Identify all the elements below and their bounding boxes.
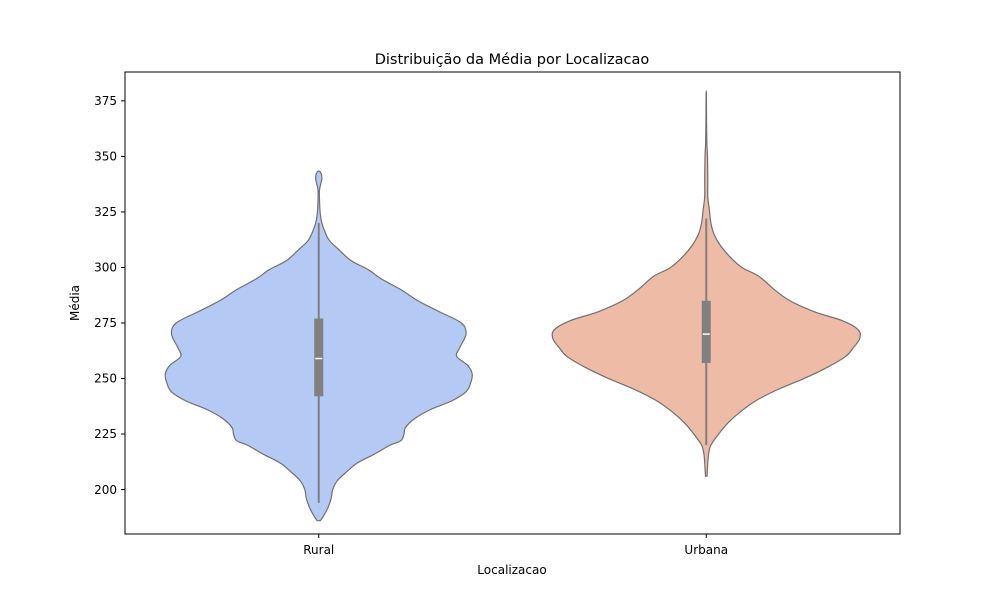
x-tick-label: Urbana xyxy=(684,543,728,557)
x-tick-label: Rural xyxy=(303,543,334,557)
x-axis: Rural Urbana xyxy=(303,534,728,557)
iqr-box-rural xyxy=(314,318,324,397)
y-axis: 200 225 250 275 300 325 350 375 xyxy=(94,94,125,497)
plot-frame xyxy=(124,71,901,535)
y-tick-label: 325 xyxy=(94,205,117,219)
y-tick-label: 225 xyxy=(94,427,117,441)
y-tick-label: 300 xyxy=(94,261,117,275)
y-tick-label: 350 xyxy=(94,150,117,164)
y-tick-label: 275 xyxy=(94,316,117,330)
y-axis-label: Média xyxy=(68,285,82,321)
y-tick-label: 250 xyxy=(94,372,117,386)
y-tick-label: 375 xyxy=(94,94,117,108)
x-axis-label: Localizacao xyxy=(477,563,546,577)
chart-title: Distribuição da Média por Localizacao xyxy=(375,52,650,68)
iqr-box-urbana xyxy=(701,300,711,363)
y-tick-label: 200 xyxy=(94,483,117,497)
violins-layer xyxy=(164,90,861,522)
